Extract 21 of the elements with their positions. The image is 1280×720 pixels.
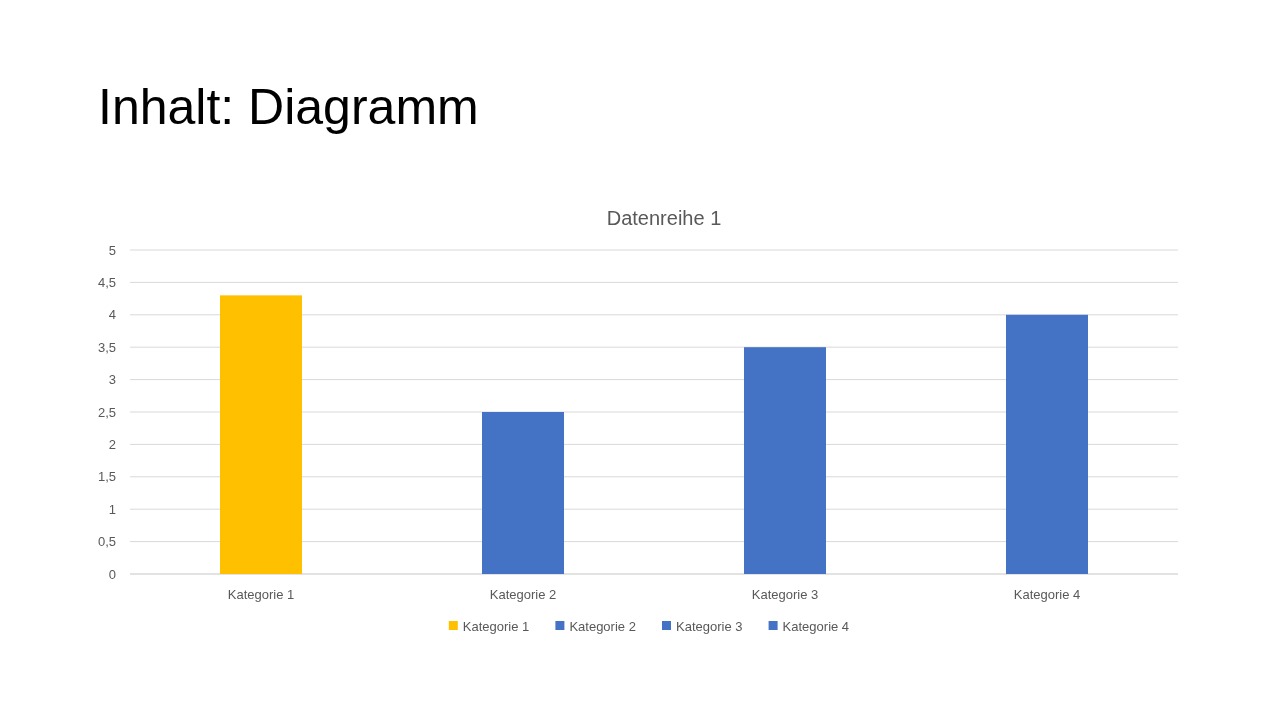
legend-label: Kategorie 1 — [462, 618, 530, 634]
y-tick-label: 3 — [108, 372, 116, 388]
y-tick-label: 1 — [108, 501, 116, 517]
y-tick-label: 4,5 — [97, 274, 116, 290]
y-tick-label: 5 — [108, 242, 116, 258]
x-tick-label: Kategorie 4 — [1013, 587, 1081, 602]
y-tick-label: 4 — [108, 307, 116, 323]
chart-title: Inhalt: Diagramm — [98, 79, 479, 135]
y-tick-label: 0,5 — [97, 534, 116, 550]
x-tick-label: Kategorie 1 — [227, 587, 295, 602]
y-tick-label: 1,5 — [97, 469, 116, 485]
y-tick-label: 2,5 — [97, 404, 116, 420]
x-tick-label: Kategorie 3 — [751, 587, 819, 602]
chart-subtitle: Datenreihe 1 — [606, 207, 722, 229]
y-tick-label: 2 — [108, 436, 116, 452]
y-tick-label: 3,5 — [97, 339, 116, 355]
x-tick-label: Kategorie 2 — [489, 587, 557, 602]
legend-label: Kategorie 2 — [569, 618, 636, 634]
y-tick-label: 0 — [108, 566, 116, 582]
legend-label: Kategorie 4 — [782, 618, 850, 634]
legend-label: Kategorie 3 — [676, 618, 743, 634]
